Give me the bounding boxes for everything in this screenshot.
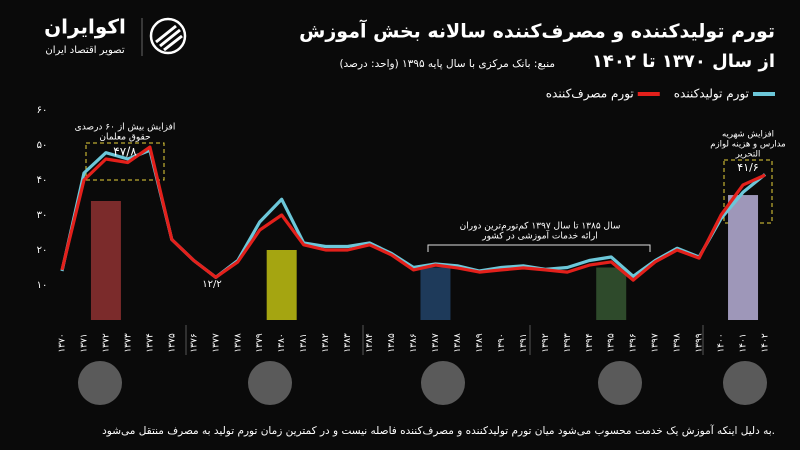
annotation: افزایش بیش از ۶۰ درصدی: [75, 123, 176, 133]
x-tick-label: ۱۳۸۰: [277, 333, 287, 352]
y-tick-label: ۴۰: [37, 175, 48, 186]
y-tick-label: ۵۰: [37, 140, 48, 151]
portrait: [598, 361, 642, 405]
x-tick-label: ۱۳۸۶: [409, 333, 419, 353]
portrait: [248, 361, 292, 405]
chart-title: تورم تولیدکننده و مصرف‌کننده سالانه بخش …: [299, 19, 775, 43]
x-tick-label: ۱۳۸۸: [453, 333, 463, 353]
highlight-bar: [90, 201, 121, 320]
x-tick-label: ۱۳۹۰: [497, 333, 507, 352]
legend-label: تورم تولیدکننده: [674, 87, 749, 102]
x-tick-label: ۱۳۷۶: [189, 333, 199, 353]
logo: [149, 17, 187, 55]
annotation: سال ۱۳۸۵ تا سال ۱۳۹۷ کم‌تورم‌ترین دوران: [460, 222, 621, 232]
y-tick-label: ۱۰: [37, 280, 48, 291]
x-tick-label: ۱۳۹۲: [541, 333, 551, 353]
logo-icon: [155, 24, 183, 52]
logo-icon: [149, 17, 187, 55]
x-tick-label: ۱۴۰۰: [717, 333, 727, 352]
annotation: ۴۱/۶: [737, 161, 758, 174]
x-tick-label: ۱۳۸۵: [387, 333, 397, 353]
y-tick-label: ۲۰: [37, 245, 48, 256]
x-tick-label: ۱۳۹۱: [519, 333, 529, 352]
highlight-bar: [728, 195, 759, 320]
annotation: حقوق معلمان: [99, 133, 150, 143]
x-tick-label: ۱۳۹۸: [673, 333, 683, 353]
x-tick-label: ۱۳۸۴: [365, 333, 375, 353]
x-tick-label: ۱۳۸۲: [321, 333, 331, 353]
brand-name: اکوایران: [44, 15, 126, 39]
portrait: [421, 361, 465, 405]
highlight-bar: [596, 267, 627, 320]
x-tick-label: ۱۴۰۲: [761, 333, 771, 353]
highlight-box: [85, 142, 165, 181]
chart-subtitle: از سال ۱۳۷۰ تا ۱۴۰۲: [592, 51, 775, 72]
x-tick-label: ۱۳۷۹: [255, 333, 265, 353]
x-tick-label: ۱۳۷۸: [233, 333, 243, 353]
x-tick-label: ۱۳۸۹: [475, 333, 485, 353]
y-tick-label: ۶۰: [37, 105, 48, 116]
x-tick-label: ۱۳۸۳: [343, 333, 353, 353]
annotation: افزایش شهریه: [722, 130, 774, 140]
x-tick-label: ۱۳۷۰: [58, 333, 68, 352]
annotation: ۴۷/۸: [113, 145, 137, 159]
legend-label: تورم مصرف‌کننده: [546, 87, 634, 102]
period-bracket: [427, 244, 651, 252]
brand-tagline: تصویر اقتصاد ایران: [45, 45, 124, 56]
x-tick-label: ۱۳۷۱: [79, 333, 89, 352]
x-tick-label: ۱۳۹۷: [651, 333, 661, 353]
x-tick-label: ۱۳۷۴: [145, 333, 155, 353]
highlight-bar: [420, 267, 451, 320]
x-tick-label: ۱۳۷۳: [123, 333, 133, 353]
annotation: ارائه خدمات آموزشی در کشور: [481, 230, 597, 242]
x-tick-label: ۱۳۹۶: [629, 333, 639, 353]
annotation: التحریر: [735, 150, 761, 160]
x-tick-label: ۱۳۹۵: [607, 333, 617, 353]
annotation: ۱۲/۲: [202, 279, 221, 290]
x-tick-label: ۱۳۸۱: [299, 333, 309, 352]
x-tick-label: ۱۳۹۳: [563, 333, 573, 353]
x-tick-label: ۱۳۷۷: [211, 333, 221, 353]
portrait: [78, 361, 122, 405]
portrait: [723, 361, 767, 405]
x-tick-label: ۱۴۰۱: [739, 333, 749, 352]
chart-source: منبع: بانک مرکزی با سال پایه ۱۳۹۵ (واحد:…: [339, 58, 555, 70]
x-tick-label: ۱۳۸۷: [431, 333, 441, 353]
x-tick-label: ۱۳۷۲: [101, 333, 111, 353]
x-tick-label: ۱۳۹۹: [695, 333, 705, 353]
presidents: [78, 325, 767, 405]
highlight-bar: [266, 250, 297, 320]
x-tick-label: ۱۳۷۵: [167, 333, 177, 353]
y-tick-label: ۳۰: [37, 210, 48, 221]
note: به دلیل اینکه آموزش یک خدمت محسوب می‌شود…: [102, 424, 775, 437]
series-line: [60, 145, 766, 282]
annotation: مدارس و هزینه لوازم: [710, 140, 785, 150]
x-tick-label: ۱۳۹۴: [585, 333, 595, 353]
